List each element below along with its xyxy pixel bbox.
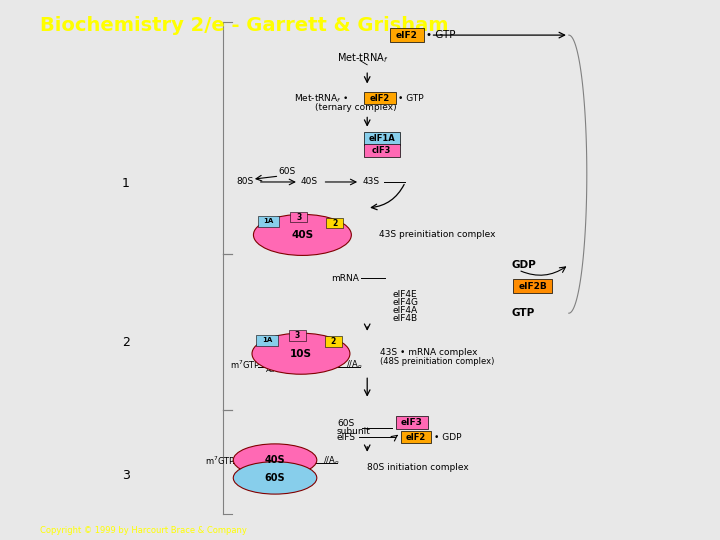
Text: eIF2: eIF2 bbox=[406, 433, 426, 442]
Text: cIF3: cIF3 bbox=[372, 146, 391, 154]
Ellipse shape bbox=[253, 214, 351, 255]
Text: eIF3: eIF3 bbox=[401, 418, 423, 427]
Text: AUG: AUG bbox=[266, 367, 282, 373]
Text: • GTP: • GTP bbox=[398, 94, 424, 103]
Text: 43S: 43S bbox=[362, 178, 379, 186]
FancyBboxPatch shape bbox=[325, 336, 342, 347]
Text: //A$_n$: //A$_n$ bbox=[323, 454, 339, 467]
FancyBboxPatch shape bbox=[401, 431, 431, 443]
Text: (ternary complex): (ternary complex) bbox=[315, 104, 397, 112]
FancyBboxPatch shape bbox=[364, 144, 400, 157]
Text: • GTP: • GTP bbox=[426, 30, 456, 40]
Ellipse shape bbox=[233, 462, 317, 494]
FancyBboxPatch shape bbox=[396, 416, 428, 429]
Text: subunit: subunit bbox=[337, 428, 371, 436]
Text: 3: 3 bbox=[296, 213, 302, 221]
FancyBboxPatch shape bbox=[326, 218, 343, 228]
Text: 80S: 80S bbox=[236, 178, 253, 186]
Text: 40S: 40S bbox=[292, 230, 313, 240]
Ellipse shape bbox=[233, 444, 317, 476]
Text: m$^7$GTP: m$^7$GTP bbox=[230, 359, 261, 370]
FancyBboxPatch shape bbox=[289, 330, 306, 341]
Text: eIF4B: eIF4B bbox=[392, 314, 418, 323]
Text: 3: 3 bbox=[122, 469, 130, 482]
Text: eIF2: eIF2 bbox=[396, 31, 418, 39]
Text: 40S: 40S bbox=[301, 178, 318, 186]
Text: 60S: 60S bbox=[337, 420, 354, 428]
Text: Biochemistry 2/e - Garrett & Grisham: Biochemistry 2/e - Garrett & Grisham bbox=[40, 16, 448, 35]
FancyBboxPatch shape bbox=[513, 279, 552, 293]
Ellipse shape bbox=[252, 333, 350, 374]
Text: 60S: 60S bbox=[278, 167, 295, 176]
Text: 10S: 10S bbox=[290, 349, 312, 359]
Text: Met-tRNA$_f$ •: Met-tRNA$_f$ • bbox=[294, 92, 348, 105]
Text: eIF4E: eIF4E bbox=[392, 290, 417, 299]
Text: 43S preinitiation complex: 43S preinitiation complex bbox=[379, 231, 496, 239]
Text: GDP: GDP bbox=[511, 260, 536, 269]
Text: //A$_n$: //A$_n$ bbox=[346, 358, 362, 371]
Text: 40S: 40S bbox=[265, 455, 285, 465]
Text: AUG: AUG bbox=[239, 463, 254, 469]
Text: (48S preinitiation complex): (48S preinitiation complex) bbox=[380, 357, 495, 366]
Text: eIF2: eIF2 bbox=[370, 94, 390, 103]
Text: Copyright © 1999 by Harcourt Brace & Company: Copyright © 1999 by Harcourt Brace & Com… bbox=[40, 526, 246, 535]
Text: 60S: 60S bbox=[265, 473, 285, 483]
Text: Met-tRNA$_f$: Met-tRNA$_f$ bbox=[337, 51, 389, 65]
Text: 3: 3 bbox=[294, 332, 300, 340]
FancyBboxPatch shape bbox=[390, 28, 424, 42]
Text: 1A: 1A bbox=[262, 337, 272, 343]
Text: eIF1A: eIF1A bbox=[368, 134, 395, 143]
Text: GTP: GTP bbox=[511, 308, 534, 318]
Text: 43S • mRNA complex: 43S • mRNA complex bbox=[380, 348, 477, 356]
Text: eIF4G: eIF4G bbox=[392, 298, 418, 307]
FancyBboxPatch shape bbox=[258, 216, 279, 227]
FancyBboxPatch shape bbox=[256, 335, 278, 346]
Text: 2: 2 bbox=[330, 338, 336, 346]
Text: mRNA: mRNA bbox=[331, 274, 359, 282]
Text: 1: 1 bbox=[122, 177, 130, 190]
FancyBboxPatch shape bbox=[364, 92, 396, 105]
Text: eIFS: eIFS bbox=[337, 433, 356, 442]
Text: m$^7$GTP: m$^7$GTP bbox=[205, 455, 236, 467]
Text: eIF2B: eIF2B bbox=[518, 282, 547, 291]
FancyBboxPatch shape bbox=[364, 132, 400, 145]
Text: 80S initiation complex: 80S initiation complex bbox=[367, 463, 469, 471]
Text: 1A: 1A bbox=[264, 218, 274, 225]
Text: 2: 2 bbox=[122, 336, 130, 349]
Text: eIF4A: eIF4A bbox=[392, 306, 418, 315]
FancyBboxPatch shape bbox=[290, 212, 307, 222]
Text: 2: 2 bbox=[332, 219, 338, 227]
Text: • GDP: • GDP bbox=[434, 433, 462, 442]
